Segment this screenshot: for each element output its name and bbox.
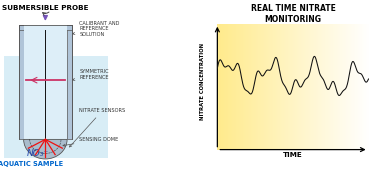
Text: SENSING DOME: SENSING DOME — [63, 137, 119, 146]
Text: SYMMETRIC
REFERENCE: SYMMETRIC REFERENCE — [73, 69, 109, 81]
Text: NITRATE CONCENTRATION: NITRATE CONCENTRATION — [200, 43, 205, 120]
Bar — [4, 56, 108, 158]
Bar — [19, 26, 23, 139]
Text: NO₃⁻: NO₃⁻ — [27, 149, 49, 158]
Text: CALIBRANT AND
REFERENCE
SOLUTION: CALIBRANT AND REFERENCE SOLUTION — [73, 21, 120, 37]
Bar — [19, 26, 72, 30]
Text: SUBMERSIBLE PROBE: SUBMERSIBLE PROBE — [2, 5, 88, 11]
Wedge shape — [23, 139, 67, 159]
Text: REAL TIME NITRATE
MONITORING: REAL TIME NITRATE MONITORING — [251, 4, 335, 24]
Text: AQUATIC SAMPLE: AQUATIC SAMPLE — [0, 162, 63, 167]
Text: NITRATE SENSORS: NITRATE SENSORS — [70, 108, 125, 147]
X-axis label: TIME: TIME — [283, 152, 303, 158]
Bar — [23, 26, 67, 139]
FancyArrowPatch shape — [43, 12, 49, 15]
Bar — [67, 26, 72, 139]
